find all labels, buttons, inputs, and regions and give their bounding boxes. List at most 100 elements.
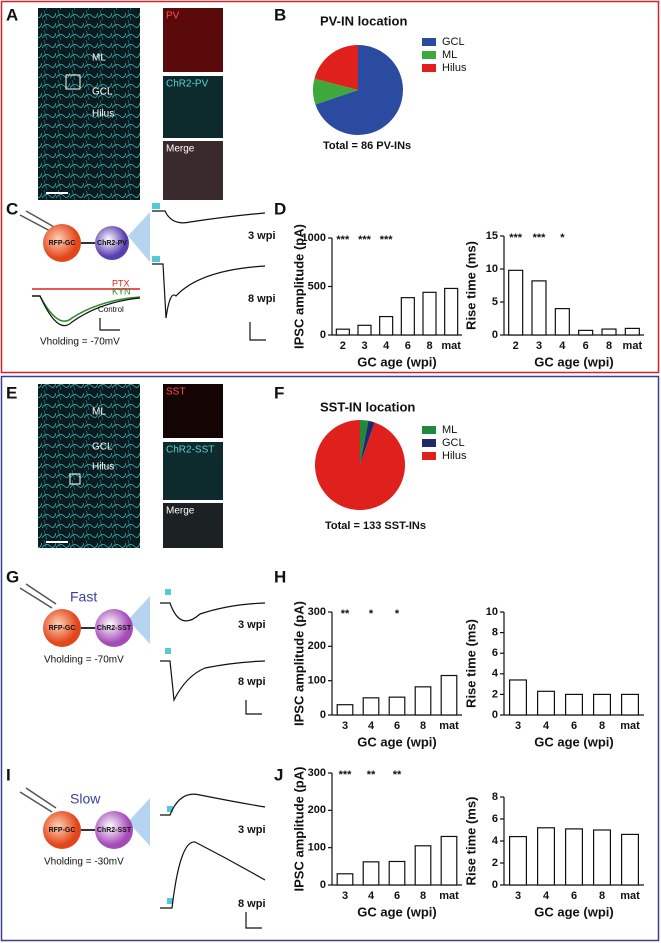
scale-bar <box>245 700 262 715</box>
y-axis-title: Rise time (ms) <box>463 241 478 330</box>
cell-label: RFP-GC <box>49 625 76 632</box>
x-tick-label: mat <box>439 720 459 732</box>
bar <box>388 860 406 886</box>
trace <box>152 263 266 319</box>
bar <box>592 693 611 716</box>
y-tick-label: 1000 <box>302 232 326 244</box>
pie-slice <box>360 420 375 465</box>
legend-swatch <box>422 38 436 46</box>
legend-label: ML <box>442 49 457 61</box>
trace <box>32 295 141 322</box>
x-tick-label: 4 <box>383 340 390 352</box>
y-tick-label: 6 <box>492 813 498 825</box>
x-axis-title: GC age (wpi) <box>357 904 436 919</box>
age-label: 3 wpi <box>238 619 266 631</box>
y-axis-title: IPSC amplitude (pA) <box>291 767 306 892</box>
age-label: 8 wpi <box>248 293 276 305</box>
x-axis-title: GC age (wpi) <box>534 354 613 369</box>
x-tick-label: 3 <box>536 340 542 352</box>
light-cone <box>128 212 150 262</box>
pipette <box>19 787 57 813</box>
bar <box>414 686 432 716</box>
bar <box>601 328 617 336</box>
x-tick-label: 8 <box>606 340 612 352</box>
light-pulse <box>152 203 160 209</box>
y-tick-label: 2 <box>492 688 498 700</box>
panel-letter: A <box>6 5 18 24</box>
bar <box>508 269 524 336</box>
pie-slice <box>315 45 404 135</box>
cell-label: ChR2-SST <box>97 625 132 632</box>
x-tick-label: 8 <box>420 890 426 902</box>
bar <box>536 827 555 886</box>
region-label: ML <box>92 53 106 64</box>
legend-label: Hilus <box>442 62 467 74</box>
significance: * <box>560 232 565 244</box>
trace <box>152 210 266 224</box>
age-label: 3 wpi <box>238 824 266 836</box>
x-tick-label: mat <box>620 890 640 902</box>
scale-bar <box>249 322 266 341</box>
significance: *** <box>336 234 350 246</box>
x-tick-label: mat <box>623 340 643 352</box>
x-tick-label: 3 <box>515 890 521 902</box>
pie-slice <box>314 420 405 511</box>
kinetics-label: Slow <box>70 791 101 807</box>
legend-swatch <box>422 64 436 72</box>
x-tick-label: 6 <box>394 720 400 732</box>
scale-bar <box>245 912 262 929</box>
chart-title: PV-IN location <box>320 13 407 28</box>
bar <box>414 845 432 886</box>
y-tick-label: 0 <box>492 329 498 341</box>
cell <box>95 226 129 260</box>
light-cone <box>128 596 150 644</box>
x-tick-label: 2 <box>340 340 346 352</box>
inset-label: Merge <box>166 144 195 155</box>
panel-letter: J <box>274 765 283 784</box>
pie-slice <box>314 45 358 90</box>
bar <box>536 690 555 716</box>
bar <box>362 697 380 716</box>
y-tick-label: 0 <box>492 709 498 721</box>
caption: Total = 86 PV-INs <box>323 140 411 152</box>
y-axis-title: IPSC amplitude (pA) <box>291 224 306 349</box>
bar <box>336 704 354 716</box>
bar <box>624 327 640 336</box>
y-axis-title: Rise time (ms) <box>463 619 478 708</box>
x-tick-label: 8 <box>420 720 426 732</box>
cell <box>95 609 133 647</box>
x-axis-title: GC age (wpi) <box>534 904 613 919</box>
bar <box>620 833 639 886</box>
frame-bottom <box>0 375 660 942</box>
inset-label: ChR2-SST <box>166 445 214 456</box>
frame-top <box>0 0 660 374</box>
bar <box>564 828 583 886</box>
y-tick-label: 0 <box>320 879 326 891</box>
significance: * <box>395 608 400 620</box>
light-pulse <box>167 806 173 812</box>
trace <box>160 841 266 909</box>
chart-title: SST-IN location <box>320 399 415 414</box>
region-label: Hilus <box>92 462 114 473</box>
significance: ** <box>393 769 402 781</box>
age-label: 8 wpi <box>238 898 266 910</box>
drug-label: KYN <box>112 286 131 296</box>
micrograph <box>38 384 140 548</box>
x-tick-label: 6 <box>394 890 400 902</box>
light-pulse <box>152 256 160 262</box>
significance: ** <box>341 608 350 620</box>
y-tick-label: 300 <box>308 767 326 779</box>
x-axis-title: GC age (wpi) <box>357 734 436 749</box>
legend-label: Hilus <box>442 450 467 462</box>
pipette <box>19 210 57 233</box>
inset-label: SST <box>166 387 185 398</box>
region-label: ML <box>92 407 106 418</box>
roi-box <box>69 473 81 485</box>
y-tick-label: 2 <box>492 857 498 869</box>
inset-label: ChR2-PV <box>166 79 209 90</box>
pie-slice <box>360 420 369 465</box>
x-tick-label: 6 <box>405 340 411 352</box>
y-tick-label: 4 <box>492 668 499 680</box>
bar <box>400 297 415 336</box>
